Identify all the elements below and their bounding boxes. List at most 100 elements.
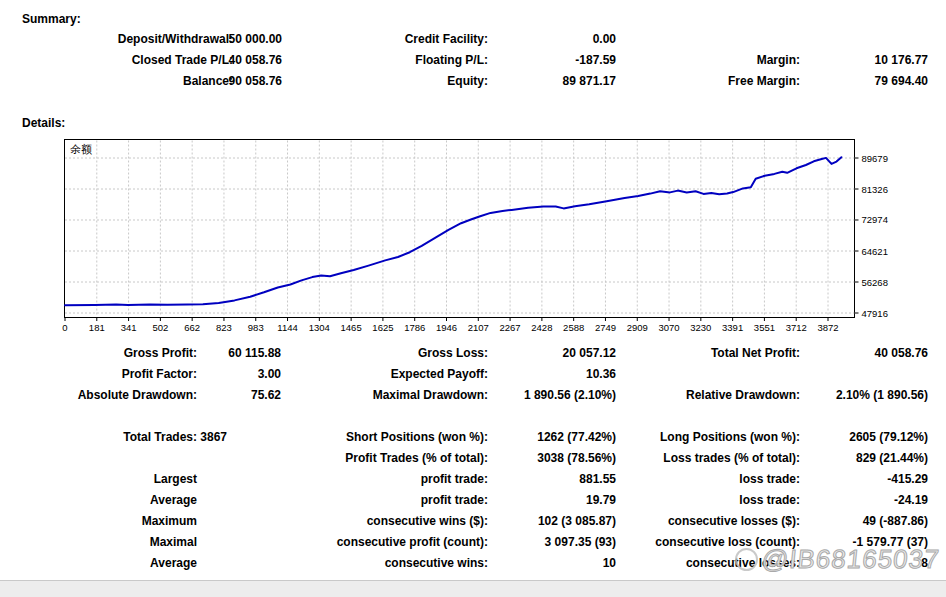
- svg-text:2749: 2749: [595, 322, 616, 333]
- svg-text:983: 983: [248, 322, 264, 333]
- svg-text:1625: 1625: [372, 322, 393, 333]
- svg-text:341: 341: [121, 322, 137, 333]
- field-label: Relative Drawdown:: [686, 388, 800, 402]
- field-label: Floating P/L:: [415, 53, 488, 67]
- trades-row: Total Trades: 3867 Short Positions (won …: [0, 430, 946, 446]
- summary-row: Deposit/Withdrawal: 50 000.00 Credit Fac…: [0, 32, 946, 48]
- field-value: 881.55: [579, 472, 616, 486]
- field-value: 19.79: [586, 493, 616, 507]
- svg-text:823: 823: [216, 322, 232, 333]
- svg-text:2909: 2909: [627, 322, 648, 333]
- field-value: 2.10% (1 890.56): [836, 388, 928, 402]
- svg-text:1465: 1465: [341, 322, 362, 333]
- field-label: loss trade:: [739, 493, 800, 507]
- field-label: profit trade:: [421, 472, 488, 486]
- details-heading: Details:: [22, 116, 65, 130]
- trades-row: Average consecutive wins: 10 consecutive…: [0, 556, 946, 572]
- footer-band: [0, 580, 946, 597]
- svg-text:47916: 47916: [862, 308, 888, 319]
- field-label: consecutive profit (count):: [337, 535, 488, 549]
- field-label: Maximal: [150, 535, 197, 549]
- summary-row: Closed Trade P/L: 40 058.76 Floating P/L…: [0, 53, 946, 69]
- trades-row: Profit Trades (% of total): 3038 (78.56%…: [0, 451, 946, 467]
- field-label: Closed Trade P/L:: [132, 53, 233, 67]
- svg-text:502: 502: [152, 322, 168, 333]
- details-row: Absolute Drawdown: 75.62 Maximal Drawdow…: [0, 388, 946, 404]
- field-value: 40 058.76: [875, 346, 928, 360]
- field-label: Deposit/Withdrawal:: [118, 32, 233, 46]
- trades-row: Average profit trade: 19.79 loss trade: …: [0, 493, 946, 509]
- summary-row: Balance: 90 058.76 Equity: 89 871.17 Fre…: [0, 74, 946, 90]
- field-value: 8: [921, 556, 928, 570]
- svg-text:662: 662: [184, 322, 200, 333]
- svg-text:3872: 3872: [817, 322, 838, 333]
- field-value: 829 (21.44%): [856, 451, 928, 465]
- svg-text:181: 181: [89, 322, 105, 333]
- trades-row: Largest profit trade: 881.55 loss trade:…: [0, 472, 946, 488]
- field-label: consecutive wins:: [385, 556, 488, 570]
- field-label: profit trade:: [421, 493, 488, 507]
- field-value: 60 115.88: [228, 346, 281, 360]
- field-label: Credit Facility:: [405, 32, 488, 46]
- svg-text:余额: 余额: [70, 143, 92, 155]
- svg-text:56268: 56268: [862, 277, 888, 288]
- svg-text:1946: 1946: [436, 322, 457, 333]
- svg-text:72974: 72974: [862, 214, 888, 225]
- svg-text:3551: 3551: [754, 322, 775, 333]
- field-label: consecutive loss (count):: [655, 535, 800, 549]
- field-value: 0.00: [593, 32, 616, 46]
- field-label: Total Net Profit:: [711, 346, 800, 360]
- svg-text:3070: 3070: [658, 322, 679, 333]
- svg-text:3391: 3391: [722, 322, 743, 333]
- field-value: 10: [603, 556, 616, 570]
- field-value: 102 (3 085.87): [538, 514, 616, 528]
- field-value: 1262 (77.42%): [537, 430, 616, 444]
- field-value: -1 579.77 (37): [853, 535, 928, 549]
- field-label: Balance:: [183, 74, 233, 88]
- field-label: Profit Trades (% of total):: [345, 451, 488, 465]
- field-value: 50 000.00: [229, 32, 282, 46]
- svg-text:2107: 2107: [468, 322, 489, 333]
- field-label: Total Trades:: [123, 430, 197, 444]
- svg-text:1786: 1786: [404, 322, 425, 333]
- summary-heading: Summary:: [22, 12, 81, 26]
- field-value: 2605 (79.12%): [849, 430, 928, 444]
- field-label: Average: [150, 556, 197, 570]
- field-label: Short Positions (won %):: [346, 430, 488, 444]
- field-label: Profit Factor:: [122, 367, 197, 381]
- svg-text:89679: 89679: [862, 153, 888, 164]
- field-label: consecutive wins ($):: [367, 514, 488, 528]
- trades-row: Maximal consecutive profit (count): 3 09…: [0, 535, 946, 551]
- field-value: 75.62: [251, 388, 281, 402]
- field-label: Expected Payoff:: [391, 367, 488, 381]
- svg-text:3230: 3230: [690, 322, 711, 333]
- field-label: Absolute Drawdown:: [78, 388, 197, 402]
- details-row: Gross Profit: 60 115.88 Gross Loss: 20 0…: [0, 346, 946, 362]
- field-label: Maximal Drawdown:: [373, 388, 488, 402]
- field-label: consecutive losses:: [686, 556, 800, 570]
- field-label: Free Margin:: [728, 74, 800, 88]
- field-label: Largest: [154, 472, 197, 486]
- field-value: 10.36: [586, 367, 616, 381]
- field-value: -187.59: [575, 53, 616, 67]
- field-label: Equity:: [447, 74, 488, 88]
- field-label: Loss trades (% of total):: [663, 451, 800, 465]
- field-value: 49 (-887.86): [863, 514, 928, 528]
- svg-text:2428: 2428: [531, 322, 552, 333]
- svg-text:1304: 1304: [309, 322, 330, 333]
- field-value: 20 057.12: [563, 346, 616, 360]
- field-value: 89 871.17: [563, 74, 616, 88]
- field-label: Margin:: [757, 53, 800, 67]
- field-value: -24.19: [894, 493, 928, 507]
- field-value: 1 890.56 (2.10%): [524, 388, 616, 402]
- svg-text:64621: 64621: [862, 246, 888, 257]
- svg-text:1144: 1144: [277, 322, 297, 333]
- field-label: Gross Profit:: [124, 346, 197, 360]
- field-value: -415.29: [887, 472, 928, 486]
- field-label: Maximum: [142, 514, 197, 528]
- field-value: 10 176.77: [875, 53, 928, 67]
- svg-text:2588: 2588: [563, 322, 584, 333]
- svg-text:0: 0: [62, 322, 67, 333]
- svg-text:81326: 81326: [862, 184, 888, 195]
- field-value: 3867: [200, 430, 227, 444]
